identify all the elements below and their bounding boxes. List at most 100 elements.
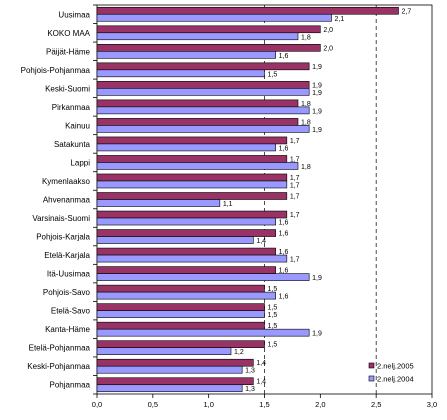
bar-2004: [96, 291, 276, 300]
bar-2005: [96, 321, 265, 330]
category-label: Itä-Uusimaa: [47, 270, 91, 279]
x-tick-label: 1,5: [259, 400, 269, 409]
bar-2004: [96, 217, 276, 226]
value-label-2004: 1,6: [279, 53, 289, 60]
value-label-2004: 1,6: [279, 220, 289, 227]
value-label-2005: 1,7: [290, 156, 300, 163]
value-label-2005: 1,7: [290, 175, 300, 182]
value-label-2004: 1,9: [312, 108, 322, 115]
value-label-2005: 1,4: [256, 360, 266, 367]
value-label-2005: 1,6: [279, 231, 289, 238]
bar-2004: [96, 32, 299, 41]
bar-2005: [96, 173, 288, 182]
bar-2005: [96, 303, 265, 311]
bar-2004: [96, 384, 243, 393]
legend-swatch: [368, 375, 375, 382]
category-label: Pohjanmaa: [50, 381, 91, 390]
value-label-2005: 1,8: [301, 101, 311, 108]
legend-label: 2.nelj.2005: [377, 362, 414, 371]
bar-2005: [96, 81, 310, 89]
value-label-2005: 1,7: [290, 194, 300, 201]
value-label-2005: 1,9: [312, 82, 322, 89]
bar-2004: [96, 254, 288, 263]
bar-2005: [96, 266, 276, 274]
category-label: Varsinais-Suomi: [32, 214, 90, 223]
value-label-2005: 1,5: [268, 305, 278, 312]
bar-2004: [96, 69, 265, 78]
category-label: Etelä-Karjala: [44, 251, 90, 260]
bar-2004: [96, 88, 310, 96]
bar-2005: [96, 358, 254, 367]
legend-swatch: [368, 362, 375, 369]
value-label-2005: 1,7: [290, 212, 300, 219]
category-label: Pohjois-Savo: [43, 288, 91, 297]
value-label-2004: 1,8: [301, 164, 311, 171]
value-label-2005: 1,9: [312, 64, 322, 71]
bar-2005: [96, 44, 321, 52]
bar-2005: [96, 284, 265, 293]
value-label-2005: 2,0: [323, 27, 333, 34]
bar-2005: [96, 192, 288, 200]
bar-2005: [96, 118, 299, 126]
category-label: KOKO MAA: [47, 29, 90, 38]
bar-2004: [96, 106, 310, 115]
value-label-2005: 1,8: [301, 119, 311, 126]
x-tick-label: 2,5: [371, 400, 381, 409]
value-label-2005: 2,7: [402, 8, 412, 15]
category-label: Etelä-Pohjanmaa: [29, 344, 91, 353]
bar-2005: [96, 99, 299, 108]
bar-2005: [96, 377, 254, 386]
x-tick-label: 0,5: [148, 400, 158, 409]
category-label: Satakunta: [54, 140, 91, 149]
value-label-2004: 1,5: [268, 71, 278, 78]
bar-2005: [96, 210, 288, 219]
value-label-2004: 1,4: [256, 238, 266, 245]
category-label: Kanta-Häme: [45, 325, 90, 334]
value-label-2004: 2,1: [335, 16, 345, 23]
value-label-2004: 1,9: [312, 90, 322, 97]
bar-2004: [96, 199, 221, 207]
value-label-2004: 1,9: [312, 127, 322, 134]
bar-2004: [96, 236, 254, 244]
category-label: Päijät-Häme: [46, 47, 91, 56]
bar-2004: [96, 328, 310, 337]
category-label: Ahvenanmaa: [43, 196, 91, 205]
bar-2005: [96, 229, 276, 237]
category-label: Keski-Suomi: [45, 84, 90, 93]
bar-2004: [96, 180, 288, 189]
bar-2004: [96, 13, 332, 22]
value-label-2004: 1,9: [312, 331, 322, 338]
bar-2005: [96, 136, 288, 145]
x-tick-label: 0,0: [92, 400, 102, 409]
category-label: Pohjois-Pohjanmaa: [21, 66, 91, 75]
bar-2004: [96, 310, 265, 318]
value-label-2005: 2,0: [323, 45, 333, 52]
value-label-2004: 1,3: [245, 368, 255, 375]
category-label: Kainuu: [65, 121, 90, 130]
value-label-2005: 1,5: [268, 323, 278, 330]
value-label-2004: 1,3: [245, 386, 255, 393]
category-label: Pohjois-Karjala: [36, 233, 90, 242]
value-label-2004: 1,8: [301, 34, 311, 41]
bar-2004: [96, 125, 310, 133]
bar-2004: [96, 347, 232, 355]
bar-2004: [96, 143, 276, 152]
value-label-2004: 1,2: [234, 349, 244, 356]
category-label: Pirkanmaa: [52, 103, 91, 112]
value-label-2005: 1,6: [279, 249, 289, 256]
bar-2004: [96, 273, 310, 281]
value-label-2004: 1,9: [312, 275, 322, 282]
category-label: Keski-Pohjanmaa: [27, 362, 90, 371]
bar-2005: [96, 62, 310, 71]
bar-2005: [96, 340, 265, 348]
value-label-2004: 1,7: [290, 257, 300, 264]
category-label: Lappi: [70, 158, 90, 167]
value-label-2005: 1,5: [268, 342, 278, 349]
bar-2004: [96, 365, 243, 374]
value-label-2005: 1,6: [279, 268, 289, 275]
category-label: Uusimaa: [58, 10, 90, 19]
x-tick-label: 1,0: [203, 400, 213, 409]
x-tick-label: 2,0: [315, 400, 325, 409]
bar-2005: [96, 6, 399, 15]
